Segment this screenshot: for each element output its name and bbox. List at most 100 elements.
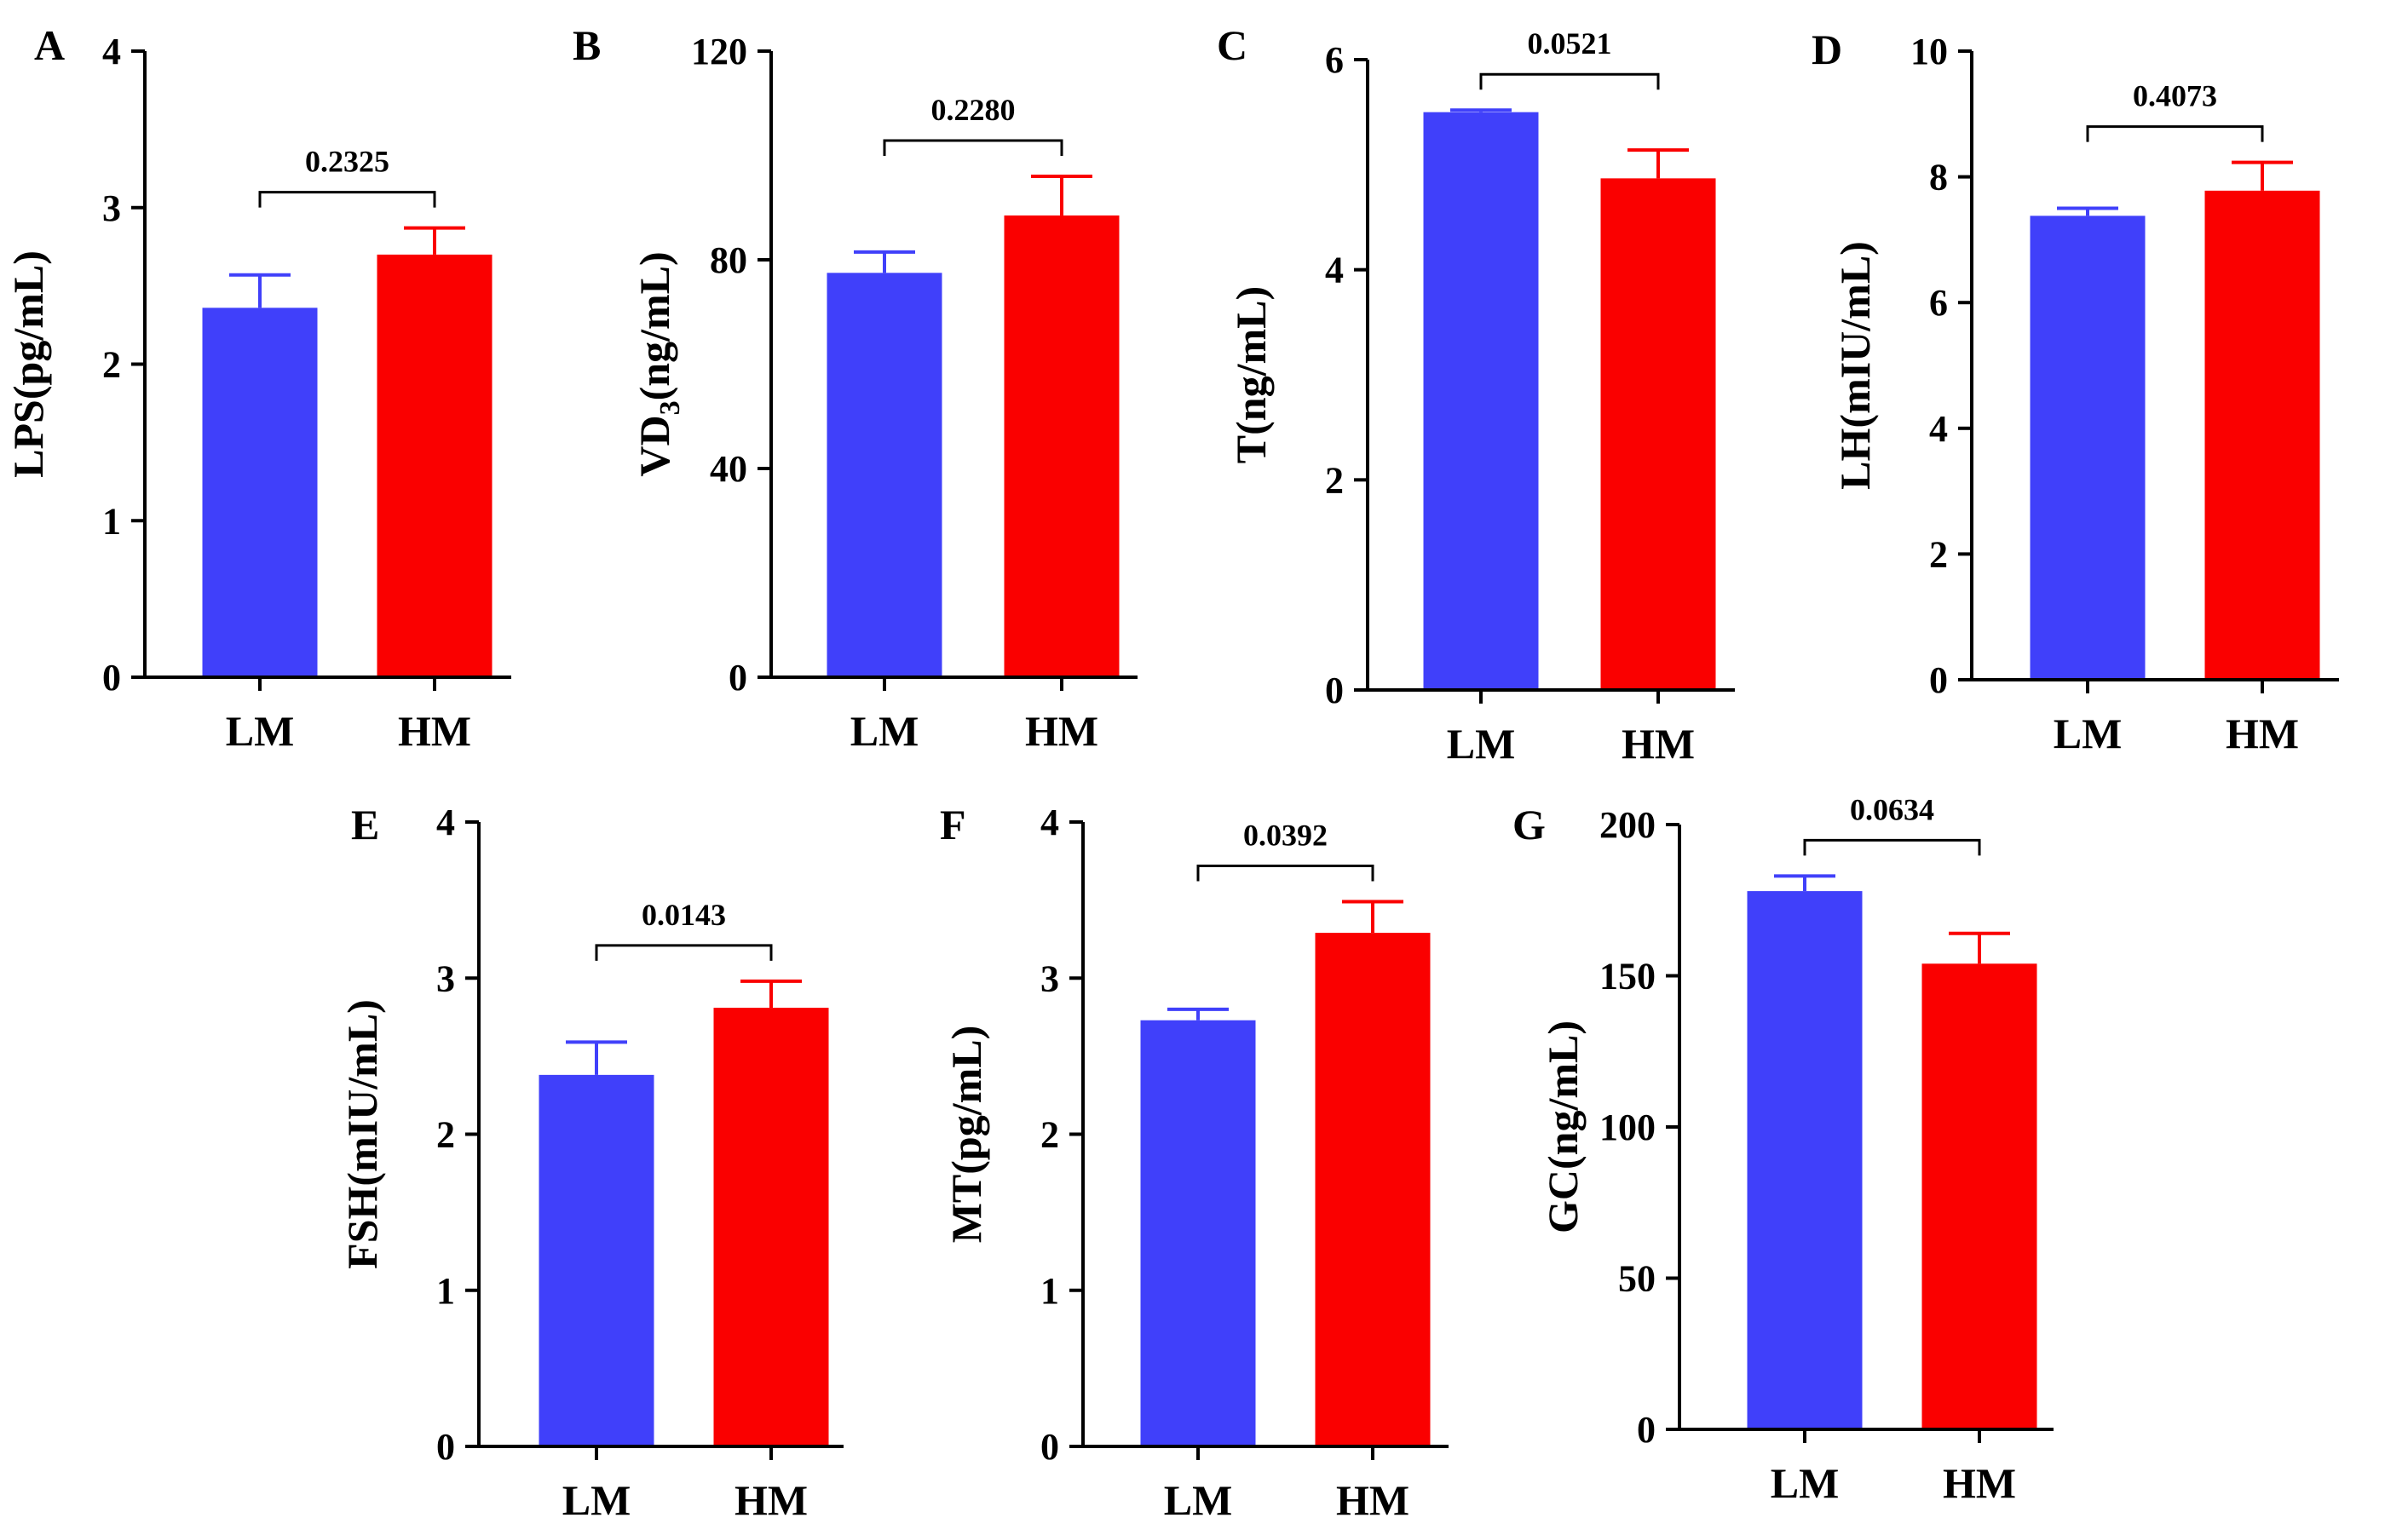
error-bar-hm [740, 979, 802, 1009]
y-tick-label: 80 [710, 239, 747, 281]
x-tick-label-lm: LM [226, 707, 295, 755]
y-tick-label: 2 [436, 1114, 455, 1156]
p-value-label: 0.0521 [1528, 26, 1612, 60]
p-value-label: 0.2325 [305, 145, 389, 179]
bar-lm [1423, 112, 1539, 690]
y-tick-label: 1 [102, 500, 121, 542]
y-axis-title: LH(mIU/mL) [1831, 241, 1879, 490]
error-bar-lm [566, 1040, 627, 1075]
bar-hm [2204, 190, 2320, 680]
error-bar-lm [1450, 108, 1512, 112]
y-tick-label: 4 [1929, 408, 1948, 450]
p-value-label: 0.0634 [1850, 792, 1934, 826]
y-tick-label: 4 [1325, 250, 1344, 291]
y-tick-label: 0 [436, 1426, 455, 1468]
y-tick-label: 2 [1929, 533, 1948, 575]
y-tick-label: 120 [691, 31, 747, 72]
bar-lm [2030, 216, 2146, 680]
panel-label: F [940, 801, 966, 848]
error-bar-hm [1031, 175, 1092, 216]
panel-label: C [1217, 21, 1247, 69]
y-tick-label: 6 [1325, 39, 1344, 81]
y-axis-title: T(ng/mL) [1227, 286, 1275, 463]
x-tick-label-hm: HM [734, 1476, 808, 1524]
y-tick-label: 8 [1929, 157, 1948, 198]
chart-panel-d: 0 2 4 6 8 10 LM HM 0.4073 LH(mIU/mL) D [1812, 26, 2339, 757]
y-axis-title: FSH(mIU/mL) [338, 999, 386, 1269]
bar-hm [1600, 178, 1716, 690]
chart-panel-f: 0 1 2 3 4 LM HM 0.0392 MT(pg/mL) F [940, 801, 1449, 1524]
bar-hm [713, 1008, 829, 1446]
error-bar-hm [1949, 931, 2010, 964]
chart-panel-e: 0 1 2 3 4 LM HM 0.0143 FSH(mIU/mL) E [338, 801, 844, 1524]
y-axis-title: VD3(ng/mL) [631, 251, 686, 476]
error-bar-lm [1774, 874, 1835, 892]
y-axis-title: GC(ng/mL) [1539, 1020, 1587, 1233]
panel-label: A [34, 21, 65, 69]
x-tick-label-hm: HM [398, 707, 471, 755]
x-tick-label-lm: LM [1447, 720, 1516, 768]
y-tick-label: 4 [436, 802, 455, 843]
y-axis-title: MT(pg/mL) [942, 1026, 990, 1244]
bar-lm [539, 1074, 654, 1446]
x-tick-label-hm: HM [1943, 1459, 2016, 1507]
error-bar-hm [1627, 148, 1689, 179]
y-tick-label: 4 [102, 31, 121, 72]
y-tick-label: 2 [102, 344, 121, 386]
error-bar-lm [229, 273, 291, 308]
x-tick-label-hm: HM [1025, 707, 1098, 755]
bar-hm [377, 254, 493, 677]
x-tick-label-hm: HM [1622, 720, 1695, 768]
y-axis-title: LPS(pg/mL) [4, 250, 52, 478]
x-tick-label-hm: HM [1336, 1476, 1409, 1524]
x-tick-label-lm: LM [562, 1476, 631, 1524]
y-tick-label: 2 [1040, 1114, 1059, 1156]
x-tick-label-lm: LM [850, 707, 919, 755]
p-value-label: 0.0392 [1243, 818, 1328, 852]
chart-panel-c: 0 2 4 6 LM HM 0.0521 T(ng/mL) C [1217, 21, 1735, 768]
bar-hm [1921, 963, 2037, 1429]
y-tick-label: 0 [1040, 1426, 1059, 1468]
y-tick-label: 150 [1599, 956, 1656, 997]
chart-panel-b: 0 40 80 120 LM HM 0.2280 VD3(ng/mL) B [573, 21, 1138, 755]
y-tick-label: 6 [1929, 282, 1948, 324]
x-tick-label-lm: LM [2054, 710, 2123, 757]
significance-bracket [1803, 838, 1981, 856]
significance-bracket [883, 139, 1063, 156]
error-bar-lm [1167, 1007, 1229, 1020]
error-bar-lm [2057, 206, 2118, 216]
bar-hm [1004, 215, 1120, 677]
y-tick-label: 0 [102, 657, 121, 699]
significance-bracket [1196, 864, 1374, 882]
x-tick-label-lm: LM [1771, 1459, 1840, 1507]
p-value-label: 0.2280 [931, 93, 1016, 127]
bar-lm [1140, 1020, 1256, 1446]
y-tick-label: 0 [1929, 659, 1948, 701]
x-tick-label-hm: HM [2226, 710, 2299, 757]
y-tick-label: 50 [1618, 1258, 1656, 1300]
y-tick-label: 0 [1325, 670, 1344, 711]
x-tick-label-lm: LM [1164, 1476, 1233, 1524]
y-tick-label: 0 [729, 657, 747, 699]
y-tick-label: 40 [710, 448, 747, 490]
y-tick-label: 0 [1637, 1409, 1656, 1451]
p-value-label: 0.4073 [2133, 79, 2217, 113]
bar-lm [1747, 891, 1863, 1429]
chart-panel-g: 0 50 100 150 200 LM HM 0.0634 GC(ng/mL) G [1512, 792, 2054, 1507]
y-tick-label: 100 [1599, 1107, 1656, 1148]
y-tick-label: 2 [1325, 459, 1344, 501]
y-tick-label: 200 [1599, 804, 1656, 846]
y-tick-label: 3 [436, 957, 455, 999]
panel-label: E [351, 801, 379, 848]
significance-bracket [595, 944, 773, 961]
y-tick-label: 1 [1040, 1270, 1059, 1312]
panel-label: D [1812, 26, 1842, 73]
error-bar-hm [2232, 160, 2293, 191]
y-tick-label: 3 [1040, 957, 1059, 999]
p-value-label: 0.0143 [642, 898, 726, 932]
bar-lm [827, 273, 942, 677]
error-bar-hm [1342, 900, 1403, 934]
error-bar-hm [404, 226, 465, 255]
significance-bracket [2086, 125, 2264, 142]
